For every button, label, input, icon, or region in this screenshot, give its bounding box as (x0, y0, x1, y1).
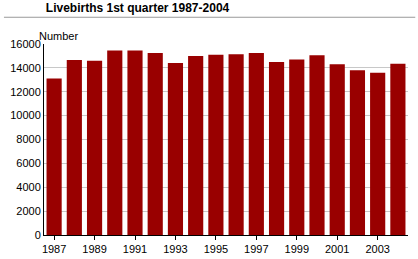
svg-text:1997: 1997 (244, 243, 268, 255)
svg-text:16000: 16000 (10, 38, 41, 50)
svg-text:2000: 2000 (16, 205, 40, 217)
svg-text:0: 0 (35, 229, 41, 241)
svg-text:14000: 14000 (10, 62, 41, 74)
svg-text:12000: 12000 (10, 86, 41, 98)
svg-text:2001: 2001 (325, 243, 349, 255)
svg-text:2003: 2003 (365, 243, 389, 255)
svg-text:1999: 1999 (285, 243, 309, 255)
svg-text:1991: 1991 (123, 243, 147, 255)
svg-text:1989: 1989 (82, 243, 106, 255)
svg-text:Number: Number (39, 30, 78, 42)
svg-text:4000: 4000 (16, 181, 40, 193)
svg-text:8000: 8000 (16, 133, 40, 145)
svg-text:6000: 6000 (16, 157, 40, 169)
svg-text:1987: 1987 (42, 243, 66, 255)
svg-text:1995: 1995 (204, 243, 228, 255)
svg-text:Livebirths 1st quarter 1987-20: Livebirths 1st quarter 1987-2004 (46, 1, 230, 15)
svg-text:1993: 1993 (163, 243, 187, 255)
svg-text:10000: 10000 (10, 109, 41, 121)
